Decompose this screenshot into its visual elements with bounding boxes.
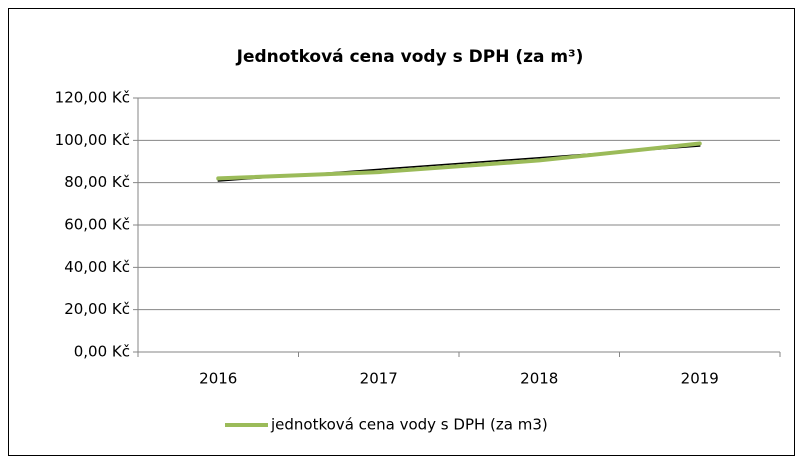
y-tick-label: 40,00 Kč bbox=[64, 258, 130, 276]
y-tick-label: 80,00 Kč bbox=[64, 173, 130, 191]
y-tick-label: 0,00 Kč bbox=[74, 343, 130, 361]
y-tick-label: 120,00 Kč bbox=[55, 89, 130, 107]
x-tick-label: 2018 bbox=[520, 370, 558, 388]
y-tick-label: 60,00 Kč bbox=[64, 216, 130, 234]
x-tick-label: 2016 bbox=[199, 370, 237, 388]
x-tick-label: 2019 bbox=[681, 370, 719, 388]
chart-title: Jednotková cena vody s DPH (za m³) bbox=[236, 47, 584, 67]
x-tick-label: 2017 bbox=[360, 370, 398, 388]
series-line bbox=[216, 141, 702, 181]
y-tick-label: 100,00 Kč bbox=[55, 131, 130, 149]
y-tick-label: 20,00 Kč bbox=[64, 300, 130, 318]
chart-border bbox=[8, 8, 795, 456]
legend-label: jednotková cena vody s DPH (za m3) bbox=[270, 416, 548, 434]
